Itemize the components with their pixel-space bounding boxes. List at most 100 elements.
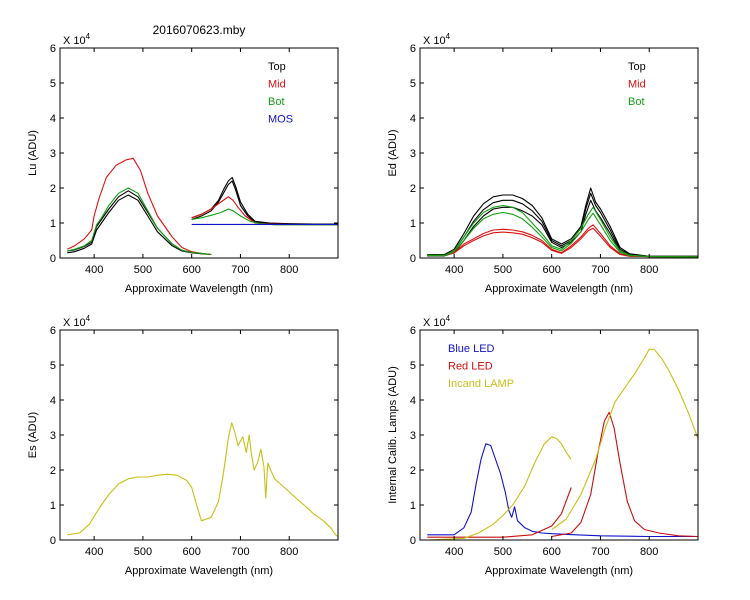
- lu-legend-top: Top: [268, 61, 286, 73]
- y-tick-label: 2: [410, 183, 416, 195]
- x-tick-label: 800: [280, 264, 298, 276]
- ed-series-group: [427, 187, 698, 258]
- lamps-y-axis-label: Internal Calib. Lamps (ADU): [387, 366, 399, 504]
- y-tick-label: 5: [50, 360, 56, 372]
- lamps-y-multiplier: X 104: [423, 314, 451, 329]
- y-tick-label: 5: [50, 78, 56, 90]
- lu-series-top: [67, 190, 212, 256]
- x-tick-label: 700: [591, 264, 609, 276]
- x-tick-label: 700: [231, 264, 249, 276]
- y-tick-label: 5: [410, 360, 416, 372]
- ed-series-mid: [427, 224, 698, 258]
- x-tick-label: 400: [85, 264, 103, 276]
- y-tick-label: 6: [50, 325, 56, 337]
- ed-legend-top: Top: [628, 61, 646, 73]
- y-tick-label: 5: [410, 78, 416, 90]
- x-tick-label: 800: [640, 546, 658, 558]
- x-tick-label: 800: [640, 264, 658, 276]
- lu-chart-title: 2016070623.mby: [153, 23, 246, 37]
- x-tick-label: 500: [494, 546, 512, 558]
- es-axes-frame: [59, 329, 339, 541]
- es-series-es: [67, 422, 338, 537]
- y-tick-label: 2: [50, 183, 56, 195]
- y-tick-label: 1: [50, 500, 56, 512]
- lamps-series-blue-led: [427, 443, 698, 538]
- lamps-chart: 400 500 600 700 800 0 1 2 3 4 5 6 X 104 Approximate W…: [387, 314, 699, 577]
- x-tick-label: 600: [183, 264, 201, 276]
- lu-x-axis-label: Approximate Wavelength (nm): [125, 283, 273, 295]
- x-tick-label: 700: [231, 546, 249, 558]
- lamps-series-red-led: [551, 411, 698, 538]
- lamps-x-axis-label: Approximate Wavelength (nm): [485, 565, 633, 577]
- ed-legend-mid: Mid: [628, 79, 646, 91]
- lu-legend-mos: MOS: [268, 114, 293, 126]
- lu-series-top: [191, 176, 338, 225]
- lu-series-group: [67, 157, 338, 256]
- es-y-multiplier: X 104: [63, 314, 91, 329]
- y-tick-label: 0: [410, 253, 416, 265]
- x-tick-label: 600: [543, 546, 561, 558]
- x-tick-label: 500: [494, 264, 512, 276]
- y-tick-label: 2: [410, 465, 416, 477]
- y-tick-label: 4: [50, 113, 56, 125]
- y-tick-label: 3: [410, 148, 416, 160]
- x-tick-label: 700: [591, 546, 609, 558]
- ed-series-bot: [427, 204, 698, 258]
- y-tick-label: 1: [50, 218, 56, 230]
- lu-legend-mid: Mid: [268, 79, 286, 91]
- y-tick-label: 0: [410, 535, 416, 547]
- lu-series-top: [67, 194, 212, 256]
- y-tick-label: 4: [410, 395, 416, 407]
- y-tick-label: 3: [50, 430, 56, 442]
- y-tick-label: 6: [50, 43, 56, 55]
- lu-chart: 400 500 600 700 800 0 1 2 3 4 5 6 X 104 Approximate W…: [27, 23, 339, 295]
- ed-y-axis-label: Ed (ADU): [387, 129, 399, 176]
- ed-x-axis-label: Approximate Wavelength (nm): [485, 283, 633, 295]
- lamps-series-red-led: [427, 487, 572, 538]
- lu-series-bot: [67, 187, 212, 256]
- es-series-group: [67, 422, 338, 537]
- y-tick-label: 1: [410, 500, 416, 512]
- ed-axes-frame: [419, 47, 699, 259]
- x-tick-label: 400: [85, 546, 103, 558]
- es-y-axis-label: Es (ADU): [27, 412, 39, 458]
- x-tick-label: 800: [280, 546, 298, 558]
- y-tick-label: 6: [410, 43, 416, 55]
- ed-legend-bot: Bot: [628, 96, 645, 108]
- x-tick-label: 500: [134, 546, 152, 558]
- y-tick-label: 3: [410, 430, 416, 442]
- lamps-series-incand-lamp: [551, 348, 698, 530]
- ed-series-mid: [427, 227, 698, 258]
- y-tick-label: 3: [50, 148, 56, 160]
- lamps-legend-red-led: Red LED: [448, 361, 493, 373]
- y-tick-label: 0: [50, 535, 56, 547]
- x-tick-label: 500: [134, 264, 152, 276]
- lamps-series-group: [427, 348, 698, 540]
- y-tick-label: 2: [50, 465, 56, 477]
- lu-legend-bot: Bot: [268, 96, 285, 108]
- lamps-legend-incand-lamp: Incand LAMP: [448, 378, 514, 390]
- es-x-axis-label: Approximate Wavelength (nm): [125, 565, 273, 577]
- y-tick-label: 1: [410, 218, 416, 230]
- x-tick-label: 600: [183, 546, 201, 558]
- x-tick-label: 400: [445, 546, 463, 558]
- ed-series-top: [427, 192, 698, 257]
- y-tick-label: 0: [50, 253, 56, 265]
- ed-y-multiplier: X 104: [423, 32, 451, 47]
- ed-chart: 400 500 600 700 800 0 1 2 3 4 5 6 X 104 Approximate W…: [387, 32, 699, 295]
- lu-y-axis-label: Lu (ADU): [27, 130, 39, 176]
- lu-axes-frame: [59, 47, 339, 259]
- lamps-series-incand-lamp: [427, 436, 572, 540]
- y-tick-label: 6: [410, 325, 416, 337]
- lu-series-mid: [67, 157, 212, 256]
- ed-series-bot: [427, 211, 698, 258]
- y-tick-label: 4: [410, 113, 416, 125]
- lu-series-mid: [191, 196, 338, 226]
- lu-y-multiplier: X 104: [63, 32, 91, 47]
- lu-series-top: [191, 180, 338, 225]
- x-tick-label: 600: [543, 264, 561, 276]
- lamps-legend-blue-led: Blue LED: [448, 343, 495, 355]
- y-tick-label: 4: [50, 395, 56, 407]
- x-tick-label: 400: [445, 264, 463, 276]
